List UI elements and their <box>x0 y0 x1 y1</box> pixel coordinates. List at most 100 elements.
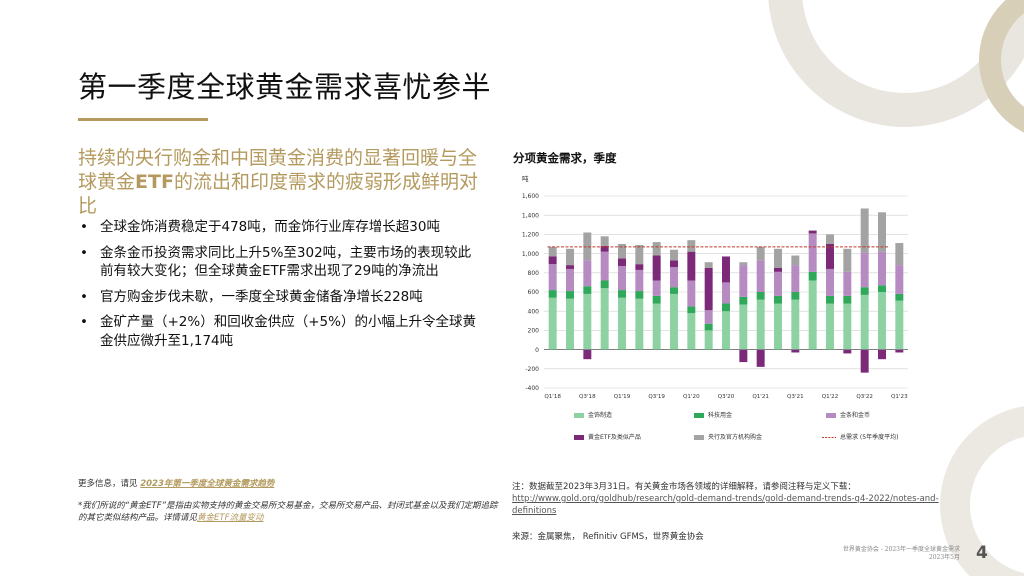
bar-segment-jewellery <box>687 313 696 350</box>
legend-swatch <box>826 413 836 418</box>
chart-title: 分项黄金需求，季度 <box>513 151 617 165</box>
bar-segment-etf <box>652 255 661 281</box>
bar-segment-technology <box>722 303 730 312</box>
x-tick-label: Q1'18 <box>544 394 561 400</box>
footnote-prefix: 更多信息，请见 <box>78 479 141 489</box>
source-notes: 注：数据截至2023年3月31日。有关黄金市场各领域的详细解释，请参阅注释与定义… <box>512 481 952 543</box>
bar-segment-jewellery <box>566 298 574 350</box>
bar-segment-bar_coin <box>566 268 574 292</box>
bar-segment-central_bank <box>583 232 592 261</box>
bar-segment-technology <box>756 292 765 300</box>
bar-segment-technology <box>687 306 696 314</box>
legend-label: 金条和金币 <box>840 411 870 419</box>
legend-swatch <box>694 413 704 418</box>
bar-segment-etf <box>739 349 748 363</box>
bar-segment-bar_coin <box>860 252 869 288</box>
bullet-item: 金条金币投资需求同比上升5%至302吨，主要市场的表现较此前有较大变化；但全球黄… <box>78 244 483 281</box>
bar-segment-jewellery <box>652 303 661 350</box>
bar-segment-jewellery <box>791 299 800 350</box>
bar-segment-jewellery <box>618 297 626 350</box>
bar-segment-bar_coin <box>670 267 678 288</box>
x-tick-label: Q1'23 <box>891 394 908 400</box>
bar-segment-technology <box>843 295 852 304</box>
definitions-link[interactable]: http://www.gold.org/goldhub/research/gol… <box>512 494 939 516</box>
y-tick-label: -200 <box>525 366 539 373</box>
bar-segment-bar_coin <box>843 271 852 296</box>
demand-chart: 吨 -400 -200 0 200 400 600 800 1,000 1,200 1,400 1,6… <box>522 174 908 441</box>
bar-segment-technology <box>774 295 782 304</box>
bar-segment-etf <box>808 230 817 234</box>
y-tick-label: 1,200 <box>522 232 539 239</box>
bar-segment-technology <box>739 296 748 305</box>
bar-segment-bar_coin <box>583 260 592 287</box>
bar-segment-etf <box>756 349 765 367</box>
etf-definition-note: *我们所说的“黄金ETF”是指由实物支持的黄金交易所交易基金，交易所交易产品、封… <box>78 501 498 523</box>
bar-segment-central_bank <box>600 236 609 246</box>
bar-segment-jewellery <box>843 303 852 350</box>
bar-segment-etf <box>704 268 713 311</box>
title-underline <box>78 118 208 121</box>
x-tick-label: Q1'21 <box>752 394 769 400</box>
y-tick-label: 200 <box>528 328 540 335</box>
page-number: 4 <box>976 543 988 563</box>
bar-segment-technology <box>652 295 661 304</box>
page-title: 第一季度全球黄金需求喜忧参半 <box>78 70 492 104</box>
bar-segment-central_bank <box>739 262 748 266</box>
bar-segment-bar_coin <box>635 269 644 292</box>
source-line: 来源：金属聚焦， Refinitiv GFMS，世界黄金协会 <box>512 532 704 542</box>
bar-segment-jewellery <box>583 293 592 350</box>
bar-segment-bar_coin <box>618 266 626 291</box>
bar-segment-bar_coin <box>652 280 661 296</box>
bar-segment-jewellery <box>895 300 904 350</box>
bar-segment-etf <box>548 256 557 265</box>
report-link[interactable]: 2023年第一季度全球黄金需求趋势 <box>140 479 275 489</box>
bar-segment-jewellery <box>774 303 782 350</box>
bullet-list: 全球金饰消费稳定于478吨，而金饰行业库存增长超30吨 金条金币投资需求同比上升… <box>78 218 483 357</box>
bar-segment-technology <box>566 291 574 299</box>
y-tick-label: 1,400 <box>522 212 539 219</box>
y-tick-label: -400 <box>525 385 539 392</box>
bar-segment-jewellery <box>878 292 886 350</box>
bar-segment-etf <box>566 265 574 269</box>
y-tick-label: 0 <box>535 347 539 354</box>
legend-label: 央行及官方机构购金 <box>708 433 762 441</box>
x-tick-label: Q1'19 <box>614 394 631 400</box>
bar-segment-technology <box>878 285 886 292</box>
legend-label: 总需求 (5年季度平均) <box>840 433 898 441</box>
y-tick-label: 1,000 <box>522 251 539 258</box>
etf-flows-link[interactable]: 黄金ETF流量变动 <box>197 513 264 523</box>
chart-container: 吨 -400 -200 0 200 400 600 800 1,000 1,200 1,400 1,6… <box>508 170 916 448</box>
x-tick-label: Q3'18 <box>579 394 596 400</box>
bullet-item: 官方购金步伐未歇，一季度全球黄金储备净增长228吨 <box>78 288 483 307</box>
bar-segment-technology <box>670 287 678 294</box>
footer-line-1: 世界黄金协会 - 2023年一季度全球黄金需求 <box>842 546 960 553</box>
bar-segment-central_bank <box>826 234 834 244</box>
bar-segment-bar_coin <box>826 268 834 296</box>
bar-segment-bar_coin <box>704 310 713 324</box>
bullet-item: 金矿产量（+2%）和回收金供应（+5%）的小幅上升令全球黄金供应微升至1,174… <box>78 313 483 350</box>
bar-segment-technology <box>618 290 626 298</box>
bar-segment-bar_coin <box>722 282 730 304</box>
bar-segment-etf <box>878 349 886 360</box>
bar-segment-central_bank <box>687 240 696 252</box>
subheading: 持续的央行购金和中国黄金消费的显著回暖与全球黄金ETF的流出和印度需求的疲弱形成… <box>78 146 478 218</box>
bar-segment-technology <box>548 290 557 298</box>
bar-segment-technology <box>808 271 817 281</box>
x-tick-label: Q3'22 <box>856 394 873 400</box>
bar-segment-etf <box>791 349 800 353</box>
bar-segment-central_bank <box>652 242 661 256</box>
bar-segment-bar_coin <box>774 271 782 296</box>
bar-segment-technology <box>635 291 644 299</box>
legend-label: 金饰制造 <box>588 411 612 419</box>
bar-segment-bar_coin <box>791 265 800 292</box>
bar-segment-bar_coin <box>600 251 609 281</box>
x-tick-label: Q1'20 <box>683 394 700 400</box>
x-tick-label: Q3'21 <box>787 394 804 400</box>
bar-segment-central_bank <box>791 255 800 266</box>
bar-segment-bar_coin <box>548 264 557 291</box>
bar-segment-bar_coin <box>808 233 817 272</box>
bar-segment-technology <box>791 292 800 300</box>
bar-segment-bar_coin <box>687 280 696 307</box>
legend-label: 黄金ETF及类似产品 <box>588 433 641 441</box>
bar-segment-central_bank <box>756 246 765 261</box>
